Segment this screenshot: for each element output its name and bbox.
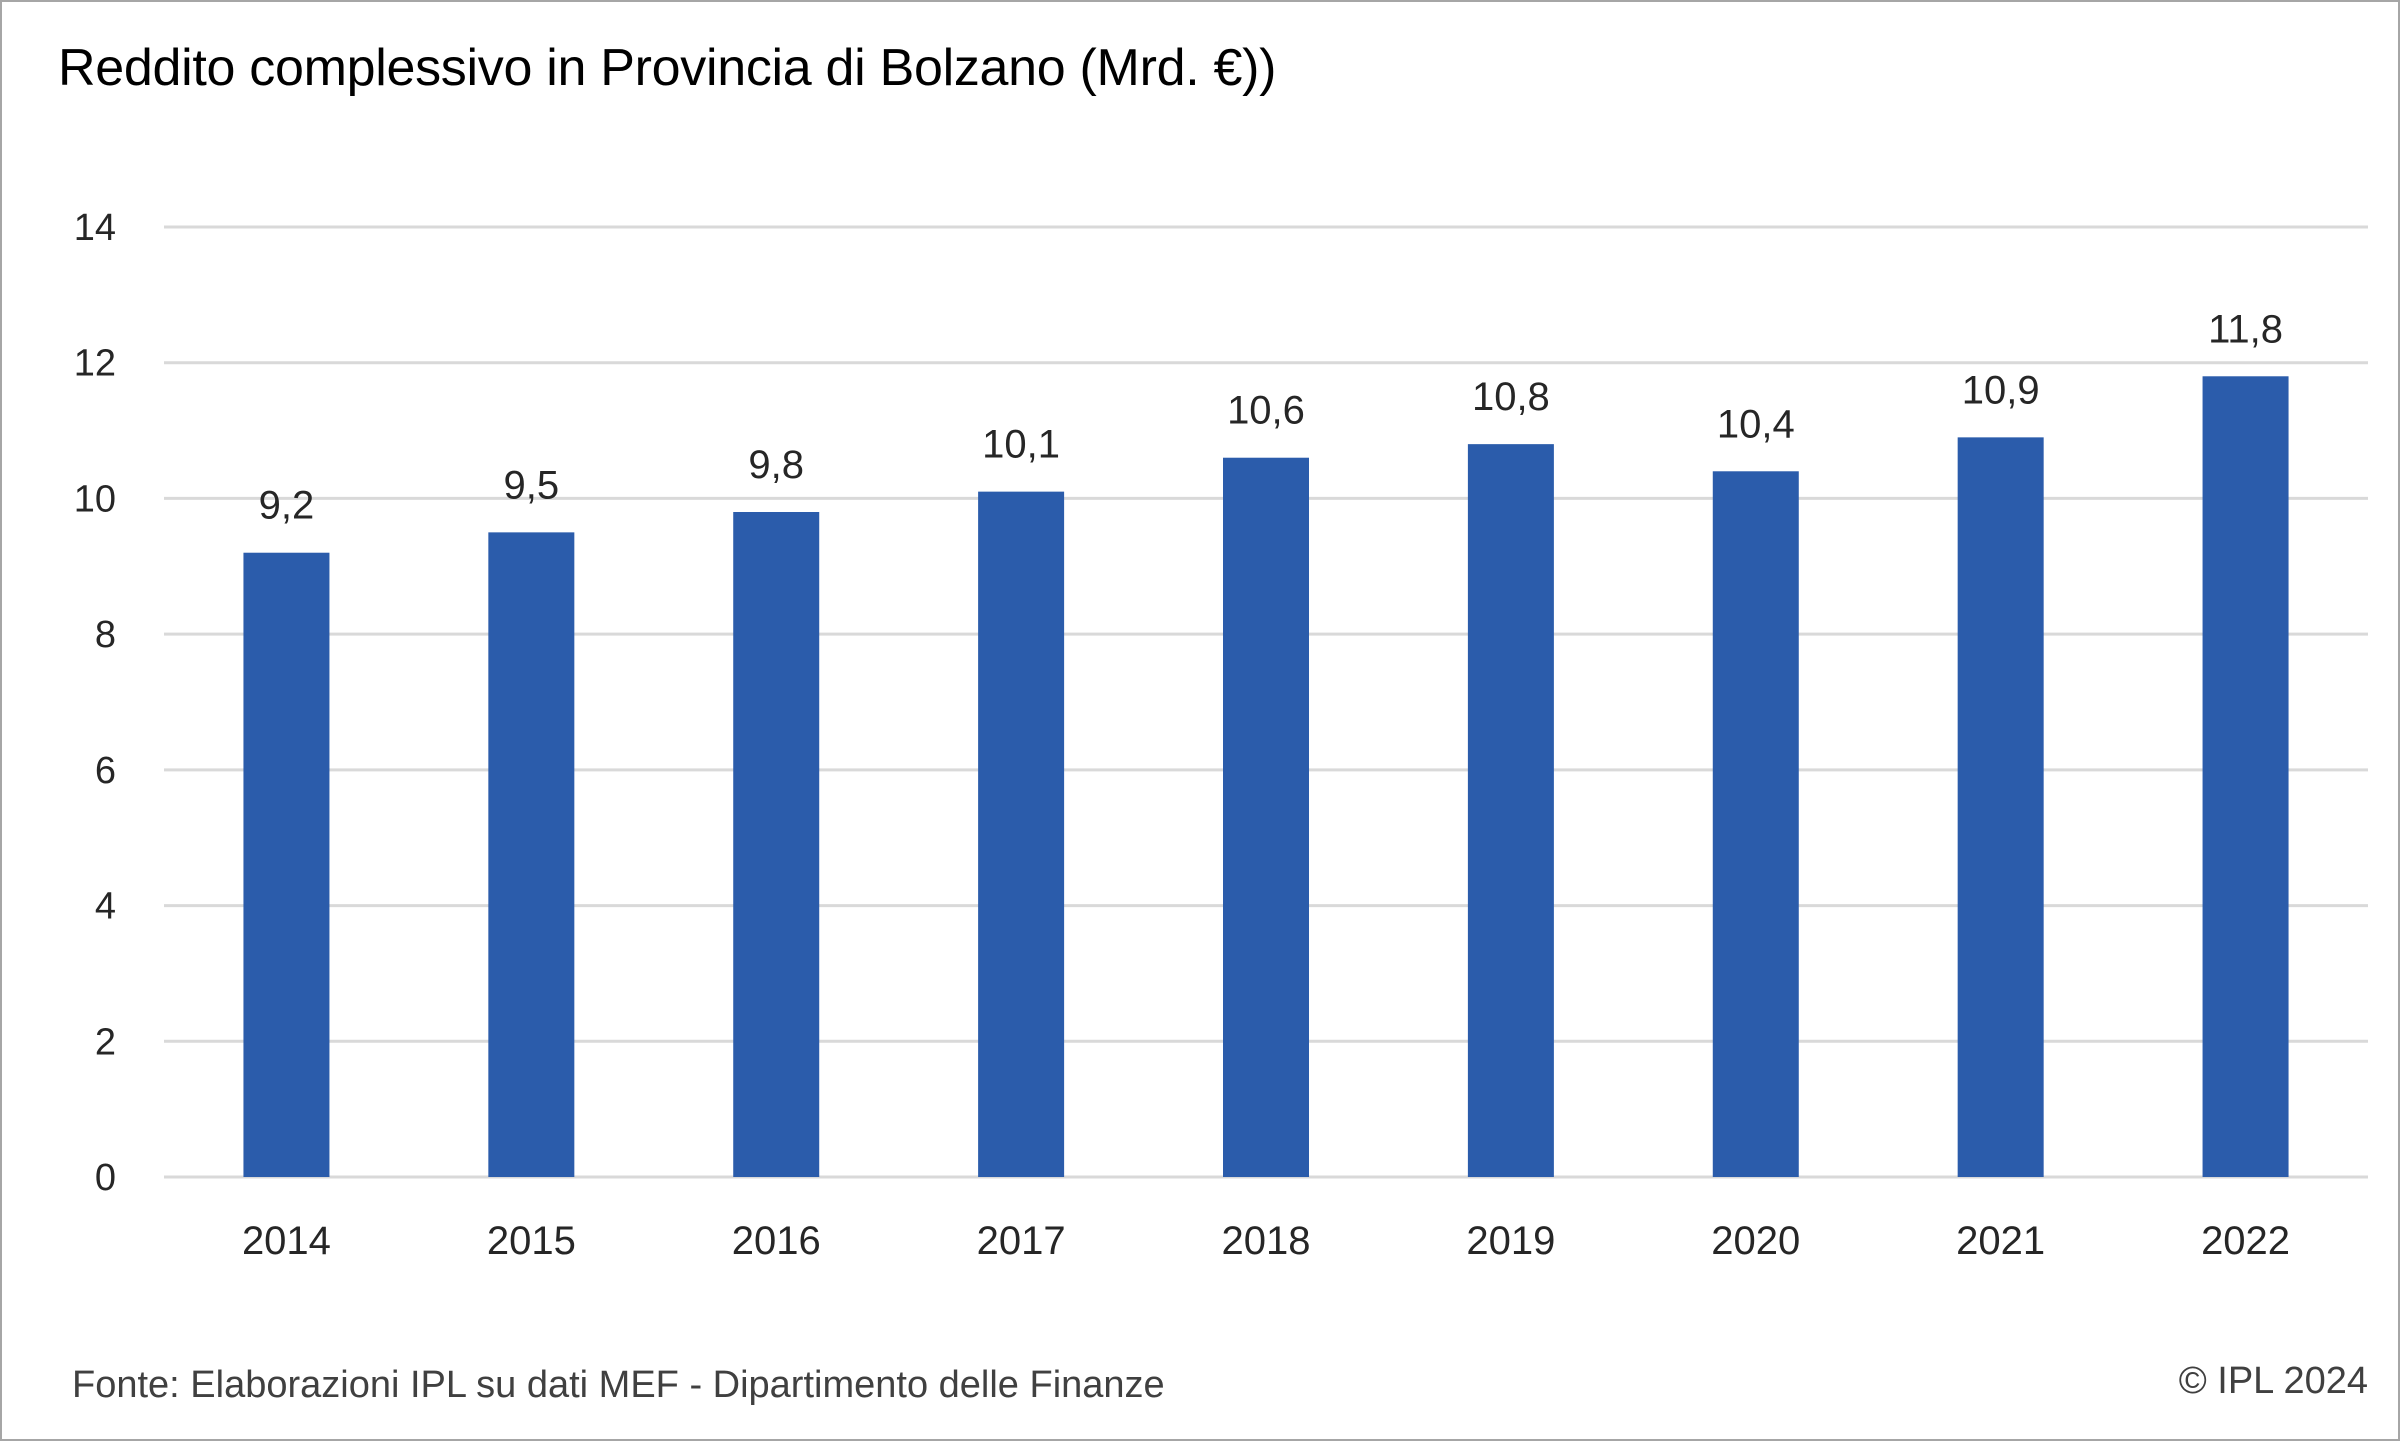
- bar-2015: [488, 532, 575, 1177]
- x-tick-label-2017: 2017: [977, 1219, 1066, 1263]
- x-tick-label-2022: 2022: [2201, 1219, 2290, 1263]
- bar-2021: [1957, 437, 2044, 1177]
- y-tick-label-10: 10: [74, 478, 116, 520]
- data-label-2016: 9,8: [748, 443, 804, 487]
- x-tick-label-2015: 2015: [487, 1219, 576, 1263]
- bar-2019: [1467, 444, 1554, 1178]
- x-tick-label-2020: 2020: [1711, 1219, 1800, 1263]
- data-labels: 9,2 9,5 9,8 10,1 10,6 10,8 10,4 10,9 11,8: [259, 307, 2283, 527]
- copyright-note: © IPL 2024: [2178, 1360, 2368, 1402]
- bar-2020: [1712, 471, 1799, 1177]
- x-axis-categories: 2014 2015 2016 2017 2018 2019 2020 2021 2022: [242, 1219, 2290, 1263]
- chart-title: Reddito complessivo in Provincia di Bolz…: [58, 39, 1277, 97]
- data-label-2019: 10,8: [1472, 375, 1550, 419]
- bars: [243, 376, 2289, 1178]
- data-label-2018: 10,6: [1227, 389, 1305, 433]
- data-label-2014: 9,2: [259, 484, 315, 528]
- x-tick-label-2021: 2021: [1956, 1219, 2045, 1263]
- x-tick-label-2019: 2019: [1466, 1219, 1555, 1263]
- y-tick-label-0: 0: [95, 1157, 116, 1199]
- y-axis-ticks: 0 2 4 6 8 10 12 14: [74, 207, 116, 1199]
- bar-2016: [733, 512, 820, 1177]
- bar-2022: [2202, 376, 2289, 1177]
- y-tick-label-14: 14: [74, 207, 116, 249]
- y-tick-label-6: 6: [95, 750, 116, 792]
- data-label-2015: 9,5: [504, 463, 560, 507]
- data-label-2022: 11,8: [2208, 307, 2283, 351]
- source-note: Fonte: Elaborazioni IPL su dati MEF - Di…: [72, 1364, 1165, 1406]
- bar-2014: [243, 552, 330, 1177]
- y-tick-label-4: 4: [95, 886, 116, 928]
- y-tick-label-12: 12: [74, 343, 116, 385]
- x-tick-label-2014: 2014: [242, 1219, 331, 1263]
- y-tick-label-2: 2: [95, 1021, 116, 1063]
- data-label-2021: 10,9: [1962, 368, 2040, 412]
- data-label-2020: 10,4: [1717, 402, 1795, 446]
- x-tick-label-2018: 2018: [1222, 1219, 1311, 1263]
- y-tick-label-8: 8: [95, 614, 116, 656]
- x-tick-label-2016: 2016: [732, 1219, 821, 1263]
- bar-2017: [978, 491, 1065, 1178]
- bar-2018: [1223, 457, 1309, 1177]
- data-label-2017: 10,1: [982, 423, 1060, 467]
